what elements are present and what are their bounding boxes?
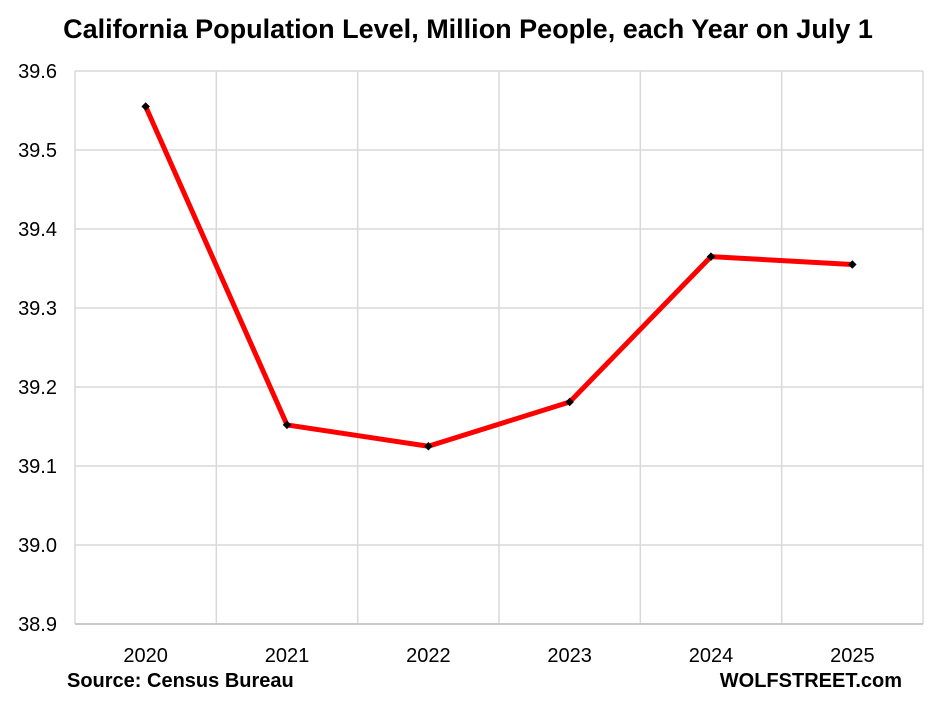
series-line	[143, 104, 855, 449]
brand-label: WOLFSTREET.com	[719, 670, 902, 692]
grid-layer	[75, 70, 924, 625]
x-tick-label: 2022	[406, 645, 451, 667]
data-point	[282, 420, 292, 430]
x-tick-label: 2024	[689, 645, 734, 667]
y-tick-label: 38.9	[18, 614, 57, 636]
x-tick-label: 2021	[265, 645, 310, 667]
y-tick-label: 39.0	[18, 535, 57, 557]
data-point	[565, 397, 574, 407]
axis-layer: 38.9 39.0 39.1 39.2 39.3 39.4 39.5 39.6 2020 2021…	[18, 61, 923, 667]
series-layer	[143, 104, 855, 449]
y-tick-label: 39.1	[18, 456, 57, 478]
data-point	[848, 260, 857, 269]
y-tick-label: 39.6	[18, 61, 57, 83]
y-tick-label: 39.5	[18, 140, 57, 162]
y-tick-label: 39.2	[18, 377, 57, 399]
source-label: Source: Census Bureau	[67, 670, 294, 692]
x-tick-label: 2020	[123, 645, 168, 667]
y-tick-label: 39.4	[18, 219, 57, 241]
x-tick-label: 2025	[830, 645, 875, 667]
data-point	[424, 442, 433, 451]
x-tick-label: 2023	[547, 645, 592, 667]
chart-title: California Population Level, Million Peo…	[63, 14, 873, 44]
data-point	[141, 102, 150, 111]
y-tick-label: 39.3	[18, 298, 57, 320]
